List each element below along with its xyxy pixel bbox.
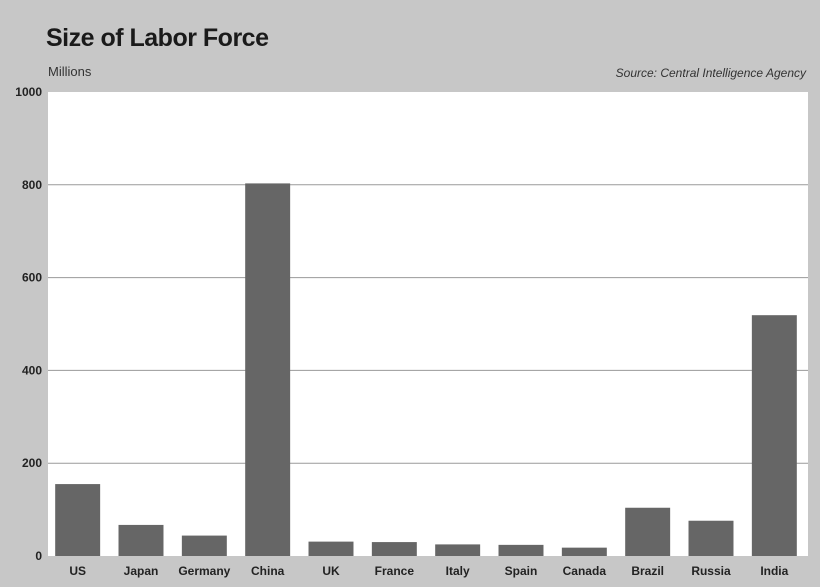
- bar-italy: [435, 544, 481, 556]
- bar-us: [55, 484, 101, 556]
- y-tick-label: 1000: [15, 85, 42, 99]
- bar-china: [245, 183, 291, 556]
- x-tick-label: France: [375, 564, 415, 578]
- x-tick-label: Brazil: [631, 564, 664, 578]
- bar-canada: [561, 547, 607, 556]
- chart-source: Source: Central Intelligence Agency: [615, 66, 806, 80]
- x-tick-label: India: [760, 564, 788, 578]
- x-tick-label: China: [251, 564, 285, 578]
- y-tick-label: 200: [22, 456, 42, 470]
- x-tick-label: Spain: [505, 564, 538, 578]
- chart-title: Size of Labor Force: [46, 24, 269, 52]
- bar-brazil: [625, 507, 671, 556]
- bar-russia: [688, 520, 734, 556]
- chart-subtitle: Millions: [48, 64, 92, 79]
- x-tick-label: UK: [322, 564, 340, 578]
- bar-india: [751, 315, 797, 556]
- y-tick-label: 600: [22, 271, 42, 285]
- y-tick-label: 0: [35, 549, 42, 563]
- y-tick-label: 800: [22, 178, 42, 192]
- bar-spain: [498, 544, 544, 556]
- x-tick-label: Italy: [446, 564, 470, 578]
- x-tick-label: Germany: [178, 564, 230, 578]
- x-tick-label: US: [69, 564, 86, 578]
- x-tick-label: Russia: [691, 564, 731, 578]
- bar-uk: [308, 541, 354, 556]
- x-tick-label: Japan: [124, 564, 159, 578]
- y-tick-label: 400: [22, 363, 42, 377]
- plot-area: [48, 92, 808, 556]
- bar-japan: [118, 524, 164, 556]
- x-tick-label: Canada: [563, 564, 607, 578]
- bar-france: [371, 542, 417, 556]
- bar-germany: [181, 535, 227, 556]
